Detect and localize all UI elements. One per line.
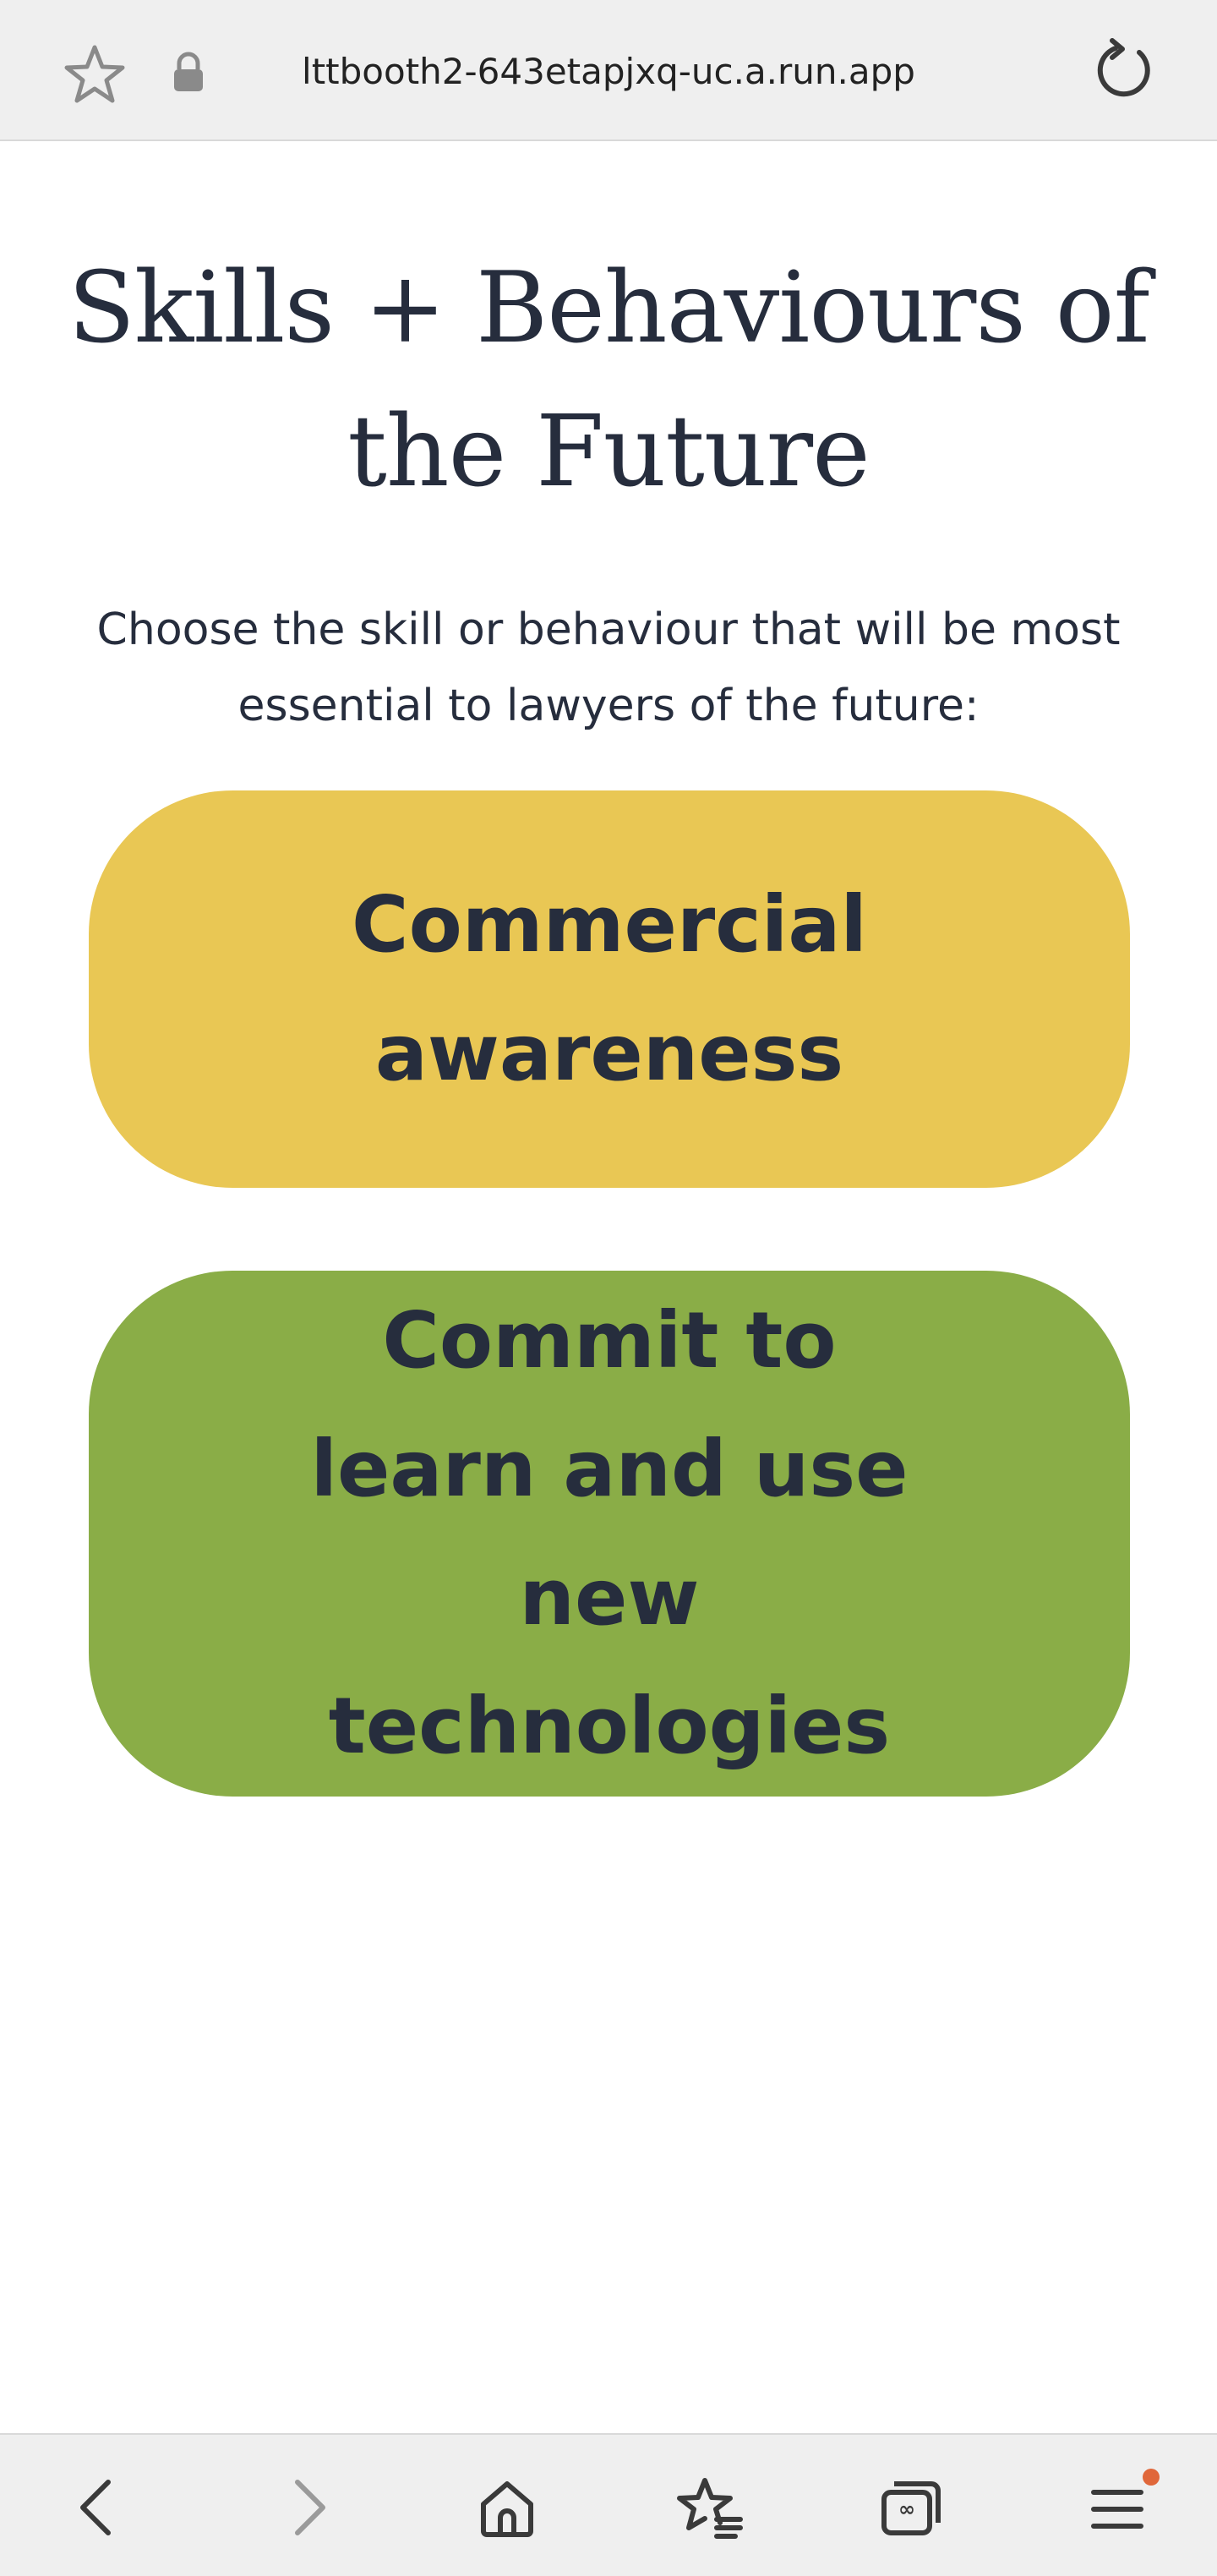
browser-bottom-nav: ∞ bbox=[0, 2433, 1217, 2576]
reload-icon[interactable] bbox=[1090, 37, 1158, 105]
option-label: Commercial awareness bbox=[352, 879, 867, 1098]
option-label: Commit to learn and use new technologies bbox=[310, 1295, 909, 1771]
back-icon[interactable] bbox=[64, 2472, 135, 2543]
option-new-technologies-button[interactable]: Commit to learn and use new technologies bbox=[89, 1271, 1130, 1797]
star-icon[interactable] bbox=[61, 41, 128, 108]
browser-toolbar: lttbooth2-643etapjxq-uc.a.run.app bbox=[0, 0, 1217, 141]
page-title: Skills + Behaviours of the Future bbox=[68, 251, 1149, 509]
menu-icon[interactable] bbox=[1082, 2472, 1153, 2543]
option-commercial-awareness-button[interactable]: Commercial awareness bbox=[89, 790, 1130, 1188]
forward-icon[interactable] bbox=[270, 2472, 341, 2543]
home-icon[interactable] bbox=[472, 2472, 543, 2543]
lock-icon[interactable] bbox=[171, 51, 206, 95]
bookmarks-icon[interactable] bbox=[674, 2472, 745, 2543]
tabs-icon[interactable]: ∞ bbox=[876, 2472, 947, 2543]
menu-notification-dot bbox=[1143, 2469, 1160, 2486]
url-bar[interactable]: lttbooth2-643etapjxq-uc.a.run.app bbox=[302, 51, 915, 92]
svg-text:∞: ∞ bbox=[898, 2497, 915, 2521]
page-prompt: Choose the skill or behaviour that will … bbox=[96, 604, 1121, 731]
